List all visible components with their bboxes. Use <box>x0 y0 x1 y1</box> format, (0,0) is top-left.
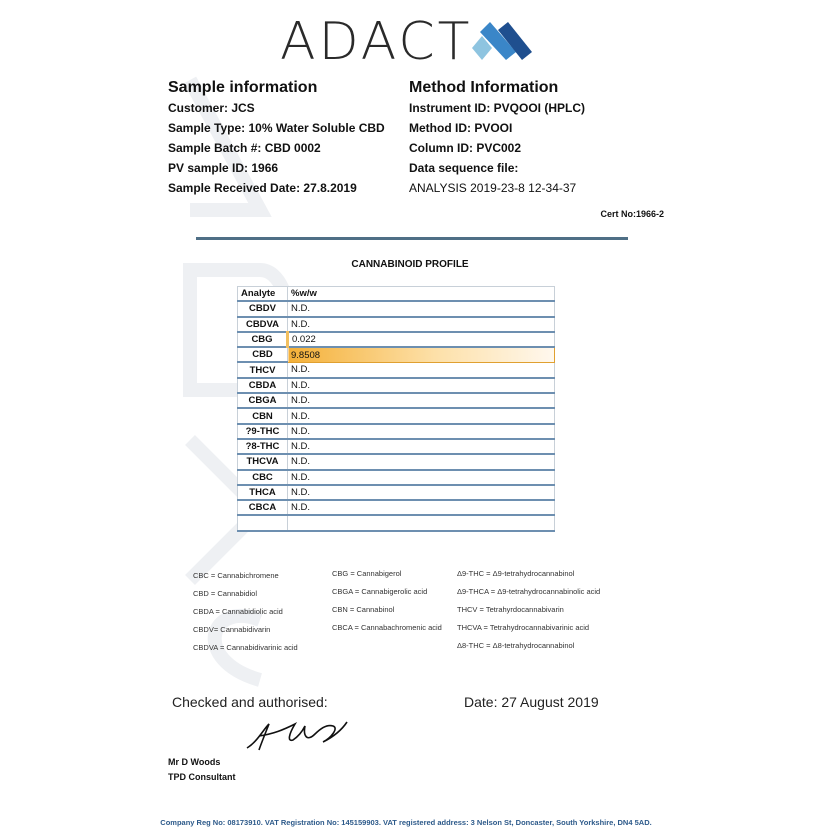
logo-text: ADACT <box>280 12 473 72</box>
header-analyte: Analyte <box>237 286 288 303</box>
analyte-cell: CBDVA <box>237 316 288 333</box>
analyte-cell <box>237 515 288 532</box>
legend-item: CBDVA = Cannabidivarinic acid <box>193 643 298 652</box>
legend-item: CBC = Cannabichromene <box>193 571 279 580</box>
table-row: CBD 9.8508 <box>237 346 555 364</box>
legend-column-3: Δ9-THC = Δ9-tetrahydrocannabinol Δ9-THCA … <box>457 565 600 655</box>
method-id: Method ID: PVOOI <box>409 121 513 135</box>
column-id: Column ID: PVC002 <box>409 141 522 155</box>
divider <box>196 237 628 240</box>
value-cell: N.D. <box>287 438 555 456</box>
analyte-cell: THCA <box>237 484 288 502</box>
table-row: CBN N.D. <box>237 408 555 425</box>
data-sequence-label: Data sequence file: <box>409 161 519 175</box>
method-information: Method Information Instrument ID: PVQOOI… <box>409 78 585 198</box>
footer-company-info: Company Reg No: 08173910. VAT Registrati… <box>160 818 652 827</box>
legend-item: CBDV= Cannabidivarin <box>193 625 271 634</box>
legend-item: Δ9-THC = Δ9-tetrahydrocannabinol <box>457 569 575 578</box>
legend-item: CBCA = Cannabachromenic acid <box>332 623 442 632</box>
signature <box>246 721 348 751</box>
value-cell: N.D. <box>287 301 555 318</box>
value-cell: N.D. <box>287 423 555 440</box>
logo-mark-icon <box>472 22 532 60</box>
legend-item: CBDA = Cannabidiolic acid <box>193 607 283 616</box>
legend-item: THCV = Tetrahyrdocannabivarin <box>457 605 564 614</box>
signatory-name: Mr D Woods <box>168 757 221 767</box>
analyte-cell: ?9-THC <box>237 423 288 440</box>
pv-sample-id: PV sample ID: 1966 <box>168 161 279 175</box>
value-cell: N.D. <box>287 316 555 333</box>
legend-item: CBGA = Cannabigerolic acid <box>332 587 428 596</box>
method-info-title: Method Information <box>409 79 559 96</box>
instrument-id: Instrument ID: PVQOOI (HPLC) <box>409 101 586 115</box>
analyte-cell: ?8-THC <box>237 438 288 456</box>
table-row: CBDA N.D. <box>237 377 555 395</box>
value-cell: N.D. <box>287 454 555 471</box>
cert-no: Cert No:1966-2 <box>600 209 664 219</box>
value-cell: N.D. <box>287 484 555 502</box>
analyte-cell: CBD <box>237 347 288 364</box>
legend-item: CBN = Cannabinol <box>332 605 395 614</box>
profile-title: CANNABINOID PROFILE <box>351 259 469 270</box>
legend-column-2: CBG = Cannabigerol CBGA = Cannabigerolic … <box>332 565 442 637</box>
sample-information: Sample information Customer: JCS Sample … <box>168 78 385 198</box>
sample-received-date: Sample Received Date: 27.8.2019 <box>168 181 357 195</box>
value-cell: 9.8508 <box>287 346 555 363</box>
analyte-cell: CBGA <box>237 393 288 410</box>
customer: Customer: JCS <box>168 101 255 115</box>
table-row: CBDV N.D. <box>237 301 555 318</box>
data-sequence-file: ANALYSIS 2019-23-8 12-34-37 <box>409 181 577 195</box>
legend-item: CBG = Cannabigerol <box>332 569 402 578</box>
table-row: CBC N.D. <box>237 469 555 486</box>
analyte-cell: CBDA <box>237 377 288 395</box>
table-row: THCVA N.D. <box>237 454 555 471</box>
value-cell: N.D. <box>287 408 555 425</box>
value-cell: N.D. <box>287 377 555 395</box>
analyte-cell: CBCA <box>237 500 288 517</box>
sample-batch: Sample Batch #: CBD 0002 <box>168 141 321 155</box>
header-percent: %w/w <box>287 286 555 303</box>
table-row: CBDVA N.D. <box>237 316 555 333</box>
table-row: ?8-THC N.D. <box>237 438 555 456</box>
legend-item: Δ9-THCA = Δ9-tetrahydrocannabinolic acid <box>457 587 601 596</box>
sample-type: Sample Type: 10% Water Soluble CBD <box>168 121 385 135</box>
value-cell: N.D. <box>287 469 555 486</box>
table-row: THCV N.D. <box>237 362 555 379</box>
legend-item: CBD = Cannabidiol <box>193 589 257 598</box>
value-cell: 0.022 <box>286 331 555 349</box>
checked-authorised-label: Checked and authorised: <box>172 694 328 710</box>
legend-item: Δ8-THC = Δ8-tetrahydrocannabinol <box>457 641 575 650</box>
legend-column-1: CBC = Cannabichromene CBD = Cannabidiol CB… <box>193 567 298 657</box>
table-header: Analyte %w/w <box>237 286 555 303</box>
table-row: THCA N.D. <box>237 484 555 502</box>
value-cell <box>287 515 555 532</box>
legend-item: THCVA = Tetrahydrocannabivarinic acid <box>457 623 590 632</box>
value-cell: N.D. <box>287 500 555 517</box>
table-row: CBG 0.022 <box>237 331 555 349</box>
authorisation-date: Date: 27 August 2019 <box>464 694 599 710</box>
table-row <box>237 515 555 532</box>
analyte-cell: CBC <box>237 469 288 486</box>
value-cell: N.D. <box>287 362 555 379</box>
table-row: ?9-THC N.D. <box>237 423 555 440</box>
analyte-cell: CBG <box>237 331 288 349</box>
sample-info-title: Sample information <box>168 79 318 96</box>
analyte-cell: CBN <box>237 408 288 425</box>
analyte-cell: THCVA <box>237 454 288 471</box>
table-row: CBCA N.D. <box>237 500 555 517</box>
signatory-role: TPD Consultant <box>168 772 236 782</box>
table-row: CBGA N.D. <box>237 393 555 410</box>
cannabinoid-profile-table: Analyte %w/w CBDV N.D. CBDVA N.D. CBG 0.022 CB… <box>237 286 555 532</box>
analyte-cell: CBDV <box>237 301 288 318</box>
analyte-cell: THCV <box>237 362 288 379</box>
value-cell: N.D. <box>287 393 555 410</box>
